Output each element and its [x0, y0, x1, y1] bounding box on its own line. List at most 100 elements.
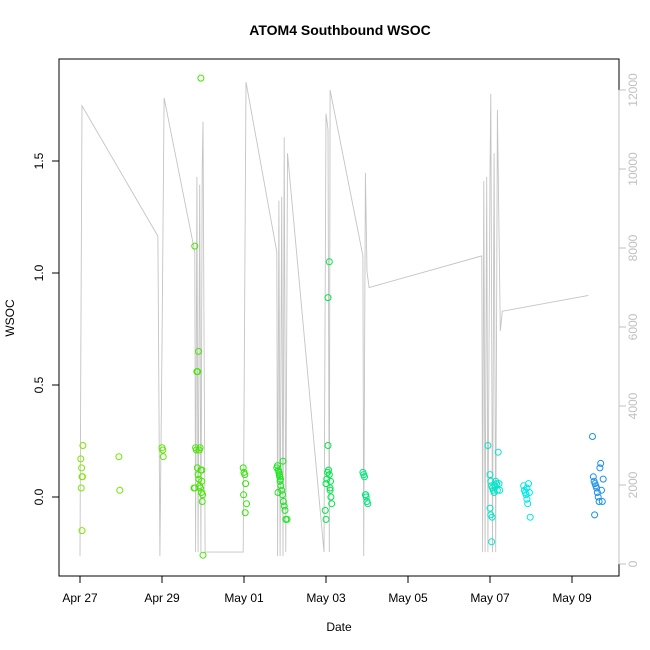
data-point — [79, 442, 87, 449]
series-apr-29 — [158, 444, 167, 461]
y2-tick-label: 2000 — [626, 471, 640, 498]
plot-area — [58, 58, 620, 577]
data-point — [116, 486, 124, 494]
data-point — [526, 513, 534, 521]
data-point — [195, 347, 202, 355]
series-apr-30 — [190, 74, 207, 559]
series-may-03 — [321, 258, 336, 523]
series-apr-27 — [77, 442, 87, 535]
data-point — [241, 509, 249, 517]
data-point — [591, 511, 599, 519]
data-point — [283, 515, 291, 523]
data-point — [484, 442, 492, 449]
data-point — [523, 495, 531, 503]
altitude-line — [79, 82, 589, 557]
y2-tick-label: 0 — [626, 560, 640, 567]
data-point — [325, 471, 333, 479]
y2-tick-label: 6000 — [626, 313, 640, 340]
data-point — [241, 471, 249, 479]
data-point — [199, 491, 207, 499]
data-point — [593, 489, 601, 496]
data-point — [239, 464, 247, 472]
data-point — [324, 442, 332, 449]
data-point — [191, 484, 199, 492]
data-point — [159, 453, 167, 461]
x-tick-label: Apr 29 — [144, 591, 180, 605]
data-point — [596, 464, 604, 472]
y-axis-left: 0.0 0.5 1.0 1.5 — [32, 152, 59, 505]
x-tick-label: May 07 — [470, 591, 510, 605]
chart-title: ATOM4 Southbound WSOC — [249, 22, 430, 38]
data-point — [274, 489, 282, 496]
data-point — [494, 448, 502, 456]
x-tick-label: May 09 — [552, 591, 592, 605]
data-point — [196, 444, 204, 452]
data-point — [361, 473, 368, 481]
data-point — [279, 498, 287, 505]
data-point — [78, 464, 86, 472]
data-point — [599, 475, 607, 483]
data-point — [525, 480, 532, 488]
data-point — [493, 480, 501, 488]
data-point — [523, 484, 531, 492]
data-point — [198, 466, 206, 474]
data-point — [524, 500, 532, 508]
data-point — [243, 500, 250, 508]
y2-tick-label: 4000 — [626, 392, 640, 419]
data-point — [364, 500, 372, 508]
y2-tick-label: 8000 — [626, 234, 640, 261]
data-point — [486, 504, 494, 512]
y-tick-label: 0.5 — [32, 376, 46, 393]
data-point — [328, 500, 336, 508]
series-may-04 — [359, 468, 372, 508]
series-may-07 — [520, 480, 534, 521]
data-point — [277, 482, 285, 490]
series-may-06 — [484, 442, 504, 546]
data-point — [589, 473, 597, 481]
data-point — [326, 486, 334, 494]
data-point — [324, 294, 332, 302]
data-point — [326, 484, 334, 492]
y-axis-label: WSOC — [3, 299, 17, 337]
data-point — [595, 498, 603, 505]
data-point — [281, 506, 289, 514]
data-point — [598, 486, 605, 494]
data-point — [594, 493, 602, 501]
data-point — [322, 515, 330, 523]
data-point — [280, 502, 288, 510]
data-point — [274, 462, 282, 470]
data-point — [598, 498, 606, 505]
data-point — [488, 513, 496, 521]
data-point — [191, 242, 199, 250]
x-axis-label: Date — [326, 620, 352, 634]
data-point — [488, 538, 496, 546]
data-point — [325, 466, 332, 474]
data-point — [589, 433, 596, 440]
data-point — [278, 486, 286, 494]
data-point — [362, 491, 370, 499]
data-point — [279, 457, 287, 465]
data-point — [487, 477, 495, 485]
data-points — [77, 74, 607, 559]
data-point — [198, 498, 206, 505]
data-point — [192, 446, 200, 454]
data-point — [321, 506, 329, 514]
data-point — [486, 471, 494, 479]
altitude-track — [79, 82, 589, 557]
data-point — [495, 480, 503, 488]
data-point — [496, 486, 504, 494]
y-axis-right: 0 2000 4000 6000 8000 10000 12000 — [618, 73, 640, 567]
x-axis: Apr 27 Apr 29 May 01 May 03 May 05 May 07 May … — [62, 575, 592, 605]
data-point — [77, 455, 85, 463]
series-may-01 — [239, 464, 250, 517]
y-tick-label: 1.5 — [32, 152, 46, 169]
x-tick-label: May 05 — [388, 591, 428, 605]
series-apr-28 — [115, 453, 124, 494]
data-point — [597, 459, 605, 467]
data-point — [277, 475, 284, 483]
data-point — [194, 368, 202, 376]
data-point — [199, 551, 207, 559]
data-point — [77, 484, 85, 492]
data-point — [275, 468, 283, 476]
